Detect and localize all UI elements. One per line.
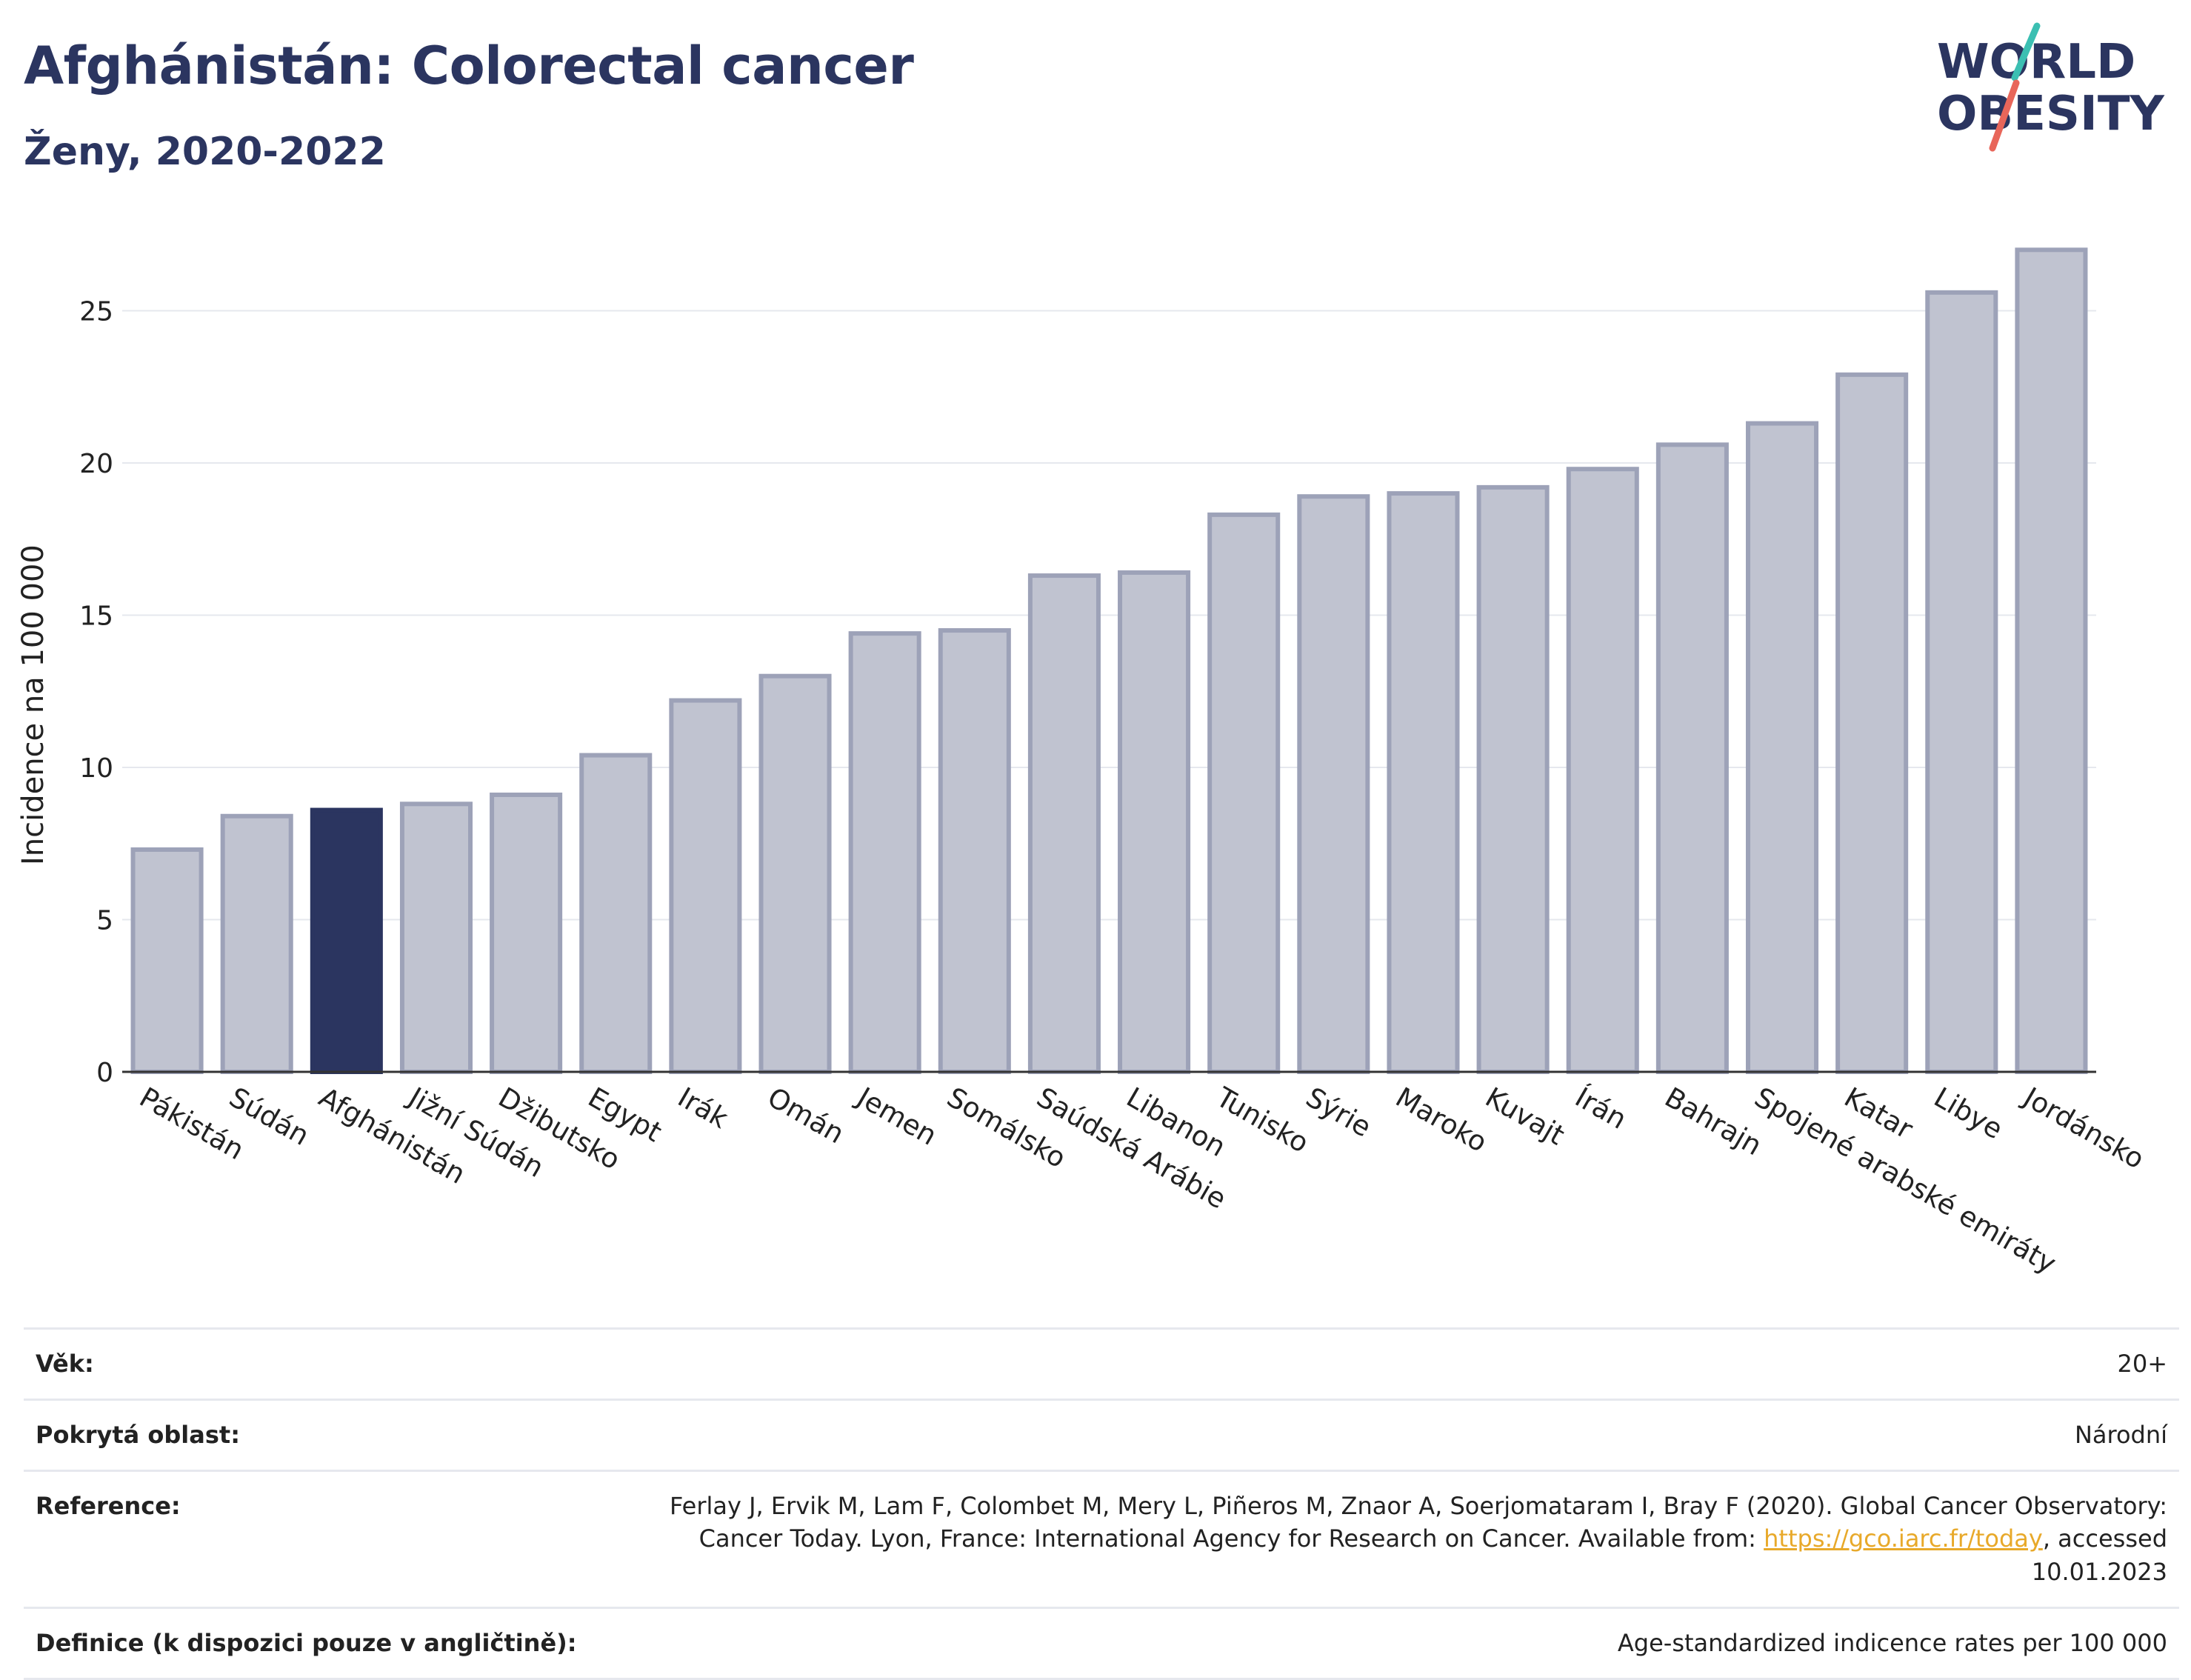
reference-text: Ferlay J, Ervik M, Lam F, Colombet M, Me… [670,1491,2167,1553]
chart-title: Afghánistán: Colorectal cancer [24,36,914,96]
bar-15[interactable] [1476,484,1550,1074]
x-tick-label: Maroko [1390,1081,1493,1159]
bar-9[interactable] [938,628,1011,1074]
reference-suffix: , accessed 10.01.2023 [2031,1524,2167,1587]
bar-7[interactable] [758,673,832,1074]
bar-1[interactable] [220,813,293,1074]
x-tick-label: Tunisko [1210,1081,1314,1159]
info-value: 20+ [2117,1350,2167,1378]
bar-11[interactable] [1118,570,1191,1074]
info-label: Pokrytá oblast: [36,1420,240,1449]
logo-slash-bottom [1989,79,2020,152]
info-label: Věk: [36,1350,94,1378]
x-tick-label: Irák [673,1081,734,1136]
info-row-definition: Definice (k dispozici pouze v angličtině… [24,1607,2179,1679]
logo-line2: OBESITY [1937,87,2164,141]
info-row-age: Věk: 20+ [24,1328,2179,1400]
info-row-coverage: Pokrytá oblast: Národní [24,1399,2179,1470]
bar-2[interactable] [310,807,383,1075]
logo-slash-top [2011,22,2041,81]
x-tick-label: Libye [1929,1081,2008,1146]
bar-14[interactable] [1387,491,1460,1074]
bar-12[interactable] [1207,512,1281,1074]
logo-line1: WORLD [1937,35,2135,90]
y-tick-label: 0 [96,1058,113,1088]
bar-21[interactable] [2015,247,2088,1074]
bar-16[interactable] [1566,467,1639,1074]
y-axis-title: Incidence na 100 000 [16,544,50,865]
y-tick-label: 25 [79,297,113,327]
info-label: Reference: [36,1491,181,1520]
bar-4[interactable] [490,792,563,1074]
info-row-reference: Reference: Ferlay J, Ervik M, Lam F, Col… [24,1470,2179,1607]
bar-18[interactable] [1745,421,1819,1074]
y-tick-label: 15 [79,601,113,632]
bar-6[interactable] [669,698,742,1075]
reference-link[interactable]: https://gco.iarc.fr/today [1764,1524,2043,1553]
bar-5[interactable] [579,753,653,1074]
x-tick-label: Írán [1570,1081,1633,1136]
y-axis-ticks: 0 5 10 15 20 25 [79,297,113,1089]
bar-13[interactable] [1297,494,1370,1074]
x-tick-label: Jemen [850,1081,942,1152]
y-tick-label: 5 [96,906,113,936]
info-table: Věk: 20+ Pokrytá oblast: Národní Referen… [24,1327,2179,1680]
bar-chart: 0 5 10 15 20 25 PákistánSúdánAfghánistánJižní… [16,247,2150,1280]
bar-19[interactable] [1835,372,1909,1074]
x-tick-label: Jordánsko [2017,1081,2150,1176]
info-value: Age-standardized indicence rates per 100… [1617,1628,2167,1657]
bar-8[interactable] [848,631,921,1074]
bar-20[interactable] [1925,290,1998,1075]
y-tick-label: 20 [79,449,113,479]
x-tick-label: Bahrajn [1659,1081,1767,1162]
x-tick-label: Kuvajt [1480,1081,1570,1152]
info-value: Národní [2074,1420,2167,1449]
chart-subtitle: Ženy, 2020-2022 [24,130,386,174]
bar-10[interactable] [1027,573,1101,1074]
y-tick-label: 10 [79,753,113,784]
bar-17[interactable] [1655,442,1729,1074]
bars [130,247,2088,1075]
info-label: Definice (k dispozici pouze v angličtině… [36,1628,577,1657]
info-value-reference: Ferlay J, Ervik M, Lam F, Colombet M, Me… [640,1470,2179,1607]
world-obesity-logo: WORLD OBESITY [1937,22,2164,152]
bar-3[interactable] [399,801,473,1074]
x-tick-label: Omán [762,1081,850,1150]
bar-0[interactable] [130,847,204,1074]
